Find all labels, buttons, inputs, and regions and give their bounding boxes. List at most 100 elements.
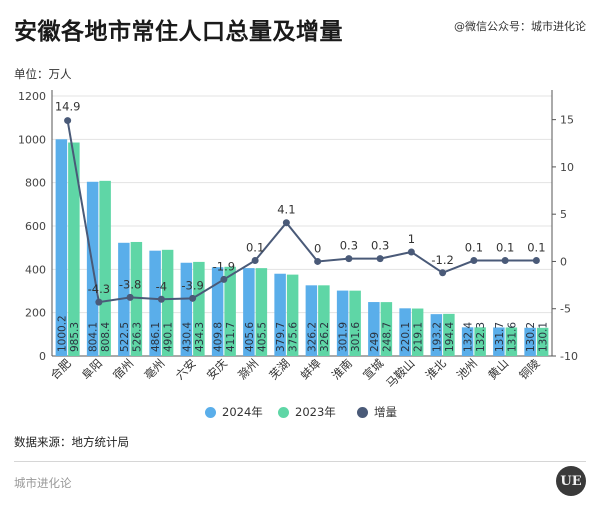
increment-point [95,298,103,306]
y-left-tick-label: 400 [25,263,46,276]
increment-value-label: 4.1 [277,203,295,217]
bar-2023-value-label: 132.3 [475,322,487,352]
bar-2024 [461,327,474,356]
y-left-tick-label: 800 [25,177,46,190]
increment-point [157,295,165,303]
increment-value-label: 0.1 [246,241,264,255]
increment-value-label: 0.1 [527,241,545,255]
bar-2023 [286,274,299,356]
bar-2024-value-label: 220.1 [400,322,412,352]
bar-2023 [68,142,80,356]
bar-2023 [193,261,205,356]
bar-2023 [443,313,455,356]
increment-point [376,255,384,263]
legend-swatch [357,406,368,418]
increment-value-label: 0 [314,241,321,255]
y-right-tick-label: 5 [560,208,567,221]
bar-2024 [274,273,286,356]
bar-2023 [349,290,361,356]
bar-2024-value-label: 486.1 [150,322,162,352]
x-tick-label: 黄山 [485,356,511,382]
bar-2024-value-label: 132.4 [463,322,475,352]
bar-2024 [493,327,505,356]
increment-point [251,257,259,265]
x-tick-label: 滁州 [235,356,261,382]
increment-point [282,219,290,227]
increment-value-label: -4.3 [88,282,110,296]
bar-2024 [180,262,193,356]
increment-value-label: -1.2 [431,253,453,267]
chart-title: 安徽各地市常住人口总量及增量 [14,19,343,45]
bar-2024 [305,285,318,356]
bar-2023 [255,268,268,356]
bar-2024 [399,308,411,356]
increment-value-label: 0.3 [340,239,358,253]
increment-value-label: 0.3 [371,239,389,253]
bar-2023 [318,285,330,356]
x-tick-label: 六安 [173,356,199,382]
bar-2023-value-label: 301.6 [350,322,362,352]
bar-2023 [99,180,111,356]
y-right-tick-label: -5 [560,303,571,316]
bar-2024 [524,327,536,356]
x-tick-label: 池州 [454,356,480,382]
bar-2023-value-label: 411.7 [225,322,237,352]
increment-point [501,257,509,265]
x-tick-label: 马鞍山 [383,356,417,390]
x-tick-label: 亳州 [141,356,167,382]
increment-point [532,257,540,265]
bar-2024-value-label: 522.5 [119,322,131,352]
increment-value-label: -3.8 [119,277,141,291]
bar-2024-value-label: 409.8 [213,322,225,352]
data-source-note: 数据来源：地方统计局 [14,435,129,449]
bar-2024-value-label: 130.2 [525,322,537,352]
brand-logo: UE [556,466,586,496]
y-left-tick-label: 0 [39,350,46,363]
bar-2023-value-label: 985.3 [69,322,81,352]
bar-2023 [224,266,236,356]
x-tick-label: 淮南 [329,356,355,382]
bar-2024 [211,267,224,356]
watermark-top: @微信公众号：城市进化论 [454,20,586,33]
bar-2024-value-label: 430.4 [181,322,193,352]
y-right-tick-label: 0 [560,255,567,268]
bar-2024-value-label: 249 [369,332,381,352]
increment-value-label: -3.9 [181,278,203,292]
bar-2023-value-label: 130.1 [538,322,550,352]
x-tick-label: 宿州 [110,356,136,382]
increment-point [126,293,134,301]
y-right-tick-label: 15 [560,114,574,127]
bar-2024 [243,268,255,356]
legend-label: 2023年 [295,405,336,419]
x-tick-label: 铜陵 [516,356,543,383]
x-tick-label: 芜湖 [266,356,292,382]
bar-2023-value-label: 375.6 [288,322,300,352]
footer-divider [14,461,586,462]
legend-swatch [278,406,289,418]
increment-point [345,255,353,263]
increment-point [314,257,322,265]
x-tick-label: 合肥 [48,356,75,383]
y-left-tick-label: 1200 [18,90,46,103]
increment-point [220,275,228,283]
legend-label: 增量 [374,405,397,419]
bar-2023 [505,327,518,356]
bar-2023-value-label: 131.6 [506,322,518,352]
increment-line [66,120,537,304]
x-tick-label: 宣城 [360,356,387,383]
bar-2023-value-label: 405.5 [256,322,268,352]
chart-legend: 2024年 2023年 增量 [0,404,600,424]
bar-2024-value-label: 131.7 [494,322,506,352]
increment-point [439,269,447,277]
y-right-tick-label: 10 [560,161,574,174]
bar-2023-value-label: 326.2 [319,322,331,352]
legend-item: 2023年 [278,404,336,420]
bar-2023 [411,308,424,356]
increment-value-label: 0.1 [465,241,483,255]
bar-2023 [474,327,486,356]
x-tick-label: 蚌埠 [298,356,325,383]
legend-label: 2024年 [222,405,263,419]
increment-value-label: -1.9 [213,259,235,273]
bar-2024-value-label: 804.1 [88,322,100,352]
